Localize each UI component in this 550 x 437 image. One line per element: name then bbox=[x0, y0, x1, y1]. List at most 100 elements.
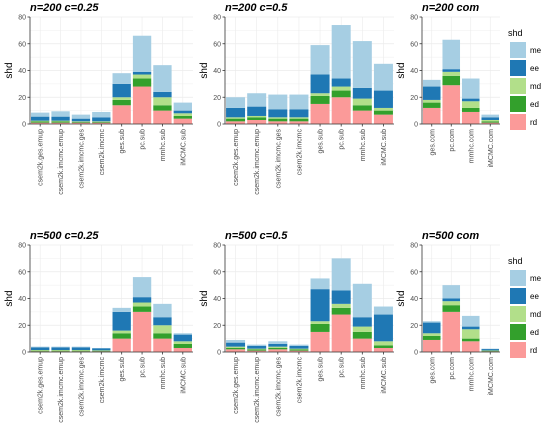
y-tick-label: 0 bbox=[22, 122, 26, 129]
bar-ee bbox=[92, 117, 110, 121]
bar-md bbox=[332, 304, 351, 308]
bar-rd bbox=[332, 315, 351, 352]
bar-md bbox=[226, 347, 245, 348]
bar-rd bbox=[226, 349, 245, 352]
bar-md bbox=[174, 341, 192, 344]
legend-swatch-me bbox=[510, 42, 526, 58]
x-tick-label: pc.sub bbox=[140, 129, 147, 150]
bar-md bbox=[174, 113, 192, 116]
panel-title: n=200 c=0.5 bbox=[225, 2, 288, 14]
bar-md bbox=[311, 93, 330, 96]
x-tick-label: csem2k.imcmc bbox=[99, 129, 106, 176]
bar-rd bbox=[268, 349, 287, 352]
bar-ed bbox=[113, 333, 131, 338]
bar-ee bbox=[133, 297, 151, 302]
x-tick-label: csem2k.ges.emup bbox=[233, 129, 240, 186]
bar-ee bbox=[374, 315, 393, 342]
x-tick-label: iMCMC.sub bbox=[381, 357, 388, 394]
legend-title: shd bbox=[508, 256, 523, 266]
bar-ed bbox=[31, 351, 49, 352]
x-tick-label: mmhc.com bbox=[468, 357, 475, 391]
legend-swatch-rd bbox=[510, 114, 526, 130]
bar-ee bbox=[51, 347, 69, 350]
y-tick-label: 40 bbox=[410, 68, 418, 75]
y-tick-label: 20 bbox=[213, 323, 221, 330]
bar-ee bbox=[268, 344, 287, 347]
y-tick-label: 80 bbox=[18, 15, 26, 22]
y-tick-label: 40 bbox=[18, 68, 26, 75]
bar-ee bbox=[72, 347, 90, 350]
bar-ee bbox=[442, 69, 460, 72]
x-tick-label: ges.sub bbox=[318, 357, 325, 382]
bar-rd bbox=[289, 121, 308, 124]
bar-ed bbox=[31, 121, 49, 122]
bar-rd bbox=[226, 121, 245, 124]
x-tick-label: pc.com bbox=[449, 129, 456, 152]
bar-ee bbox=[268, 109, 287, 117]
bar-ee bbox=[289, 109, 308, 117]
bar-ee bbox=[174, 111, 192, 114]
legend-swatch-ee bbox=[510, 60, 526, 76]
y-axis-label: shd bbox=[199, 290, 210, 306]
y-tick-label: 80 bbox=[213, 243, 221, 250]
legend-swatch-rd bbox=[510, 342, 526, 358]
legend-title: shd bbox=[508, 28, 523, 38]
bar-md bbox=[133, 75, 151, 79]
x-tick-label: pc.sub bbox=[140, 357, 147, 378]
y-axis-label: shd bbox=[396, 290, 407, 306]
bar-rd bbox=[353, 111, 372, 124]
legend-swatch-md bbox=[510, 306, 526, 322]
bar-md bbox=[153, 325, 171, 333]
y-tick-label: 0 bbox=[217, 350, 221, 357]
bar-ed bbox=[113, 100, 131, 105]
bar-me bbox=[289, 95, 308, 110]
bar-md bbox=[268, 117, 287, 118]
bar-md bbox=[153, 97, 171, 105]
bar-ed bbox=[226, 348, 245, 349]
bar-ee bbox=[31, 117, 49, 121]
bar-ee bbox=[153, 317, 171, 325]
x-tick-label: ges.sub bbox=[119, 129, 126, 154]
x-tick-label: ges.sub bbox=[119, 357, 126, 382]
bar-md bbox=[226, 117, 245, 118]
bar-ed bbox=[423, 336, 441, 340]
y-tick-label: 20 bbox=[213, 95, 221, 102]
legend-label-ed: ed bbox=[530, 100, 539, 109]
bar-md bbox=[133, 303, 151, 307]
bar-ee bbox=[92, 348, 110, 350]
x-tick-label: mmhc.sub bbox=[360, 129, 367, 161]
bar-md bbox=[353, 99, 372, 106]
y-tick-label: 20 bbox=[18, 95, 26, 102]
bar-ee bbox=[462, 99, 480, 102]
y-tick-label: 60 bbox=[410, 269, 418, 276]
y-tick-label: 80 bbox=[213, 15, 221, 22]
x-tick-label: pc.sub bbox=[339, 357, 346, 378]
bar-ed bbox=[153, 333, 171, 338]
legend-swatch-me bbox=[510, 270, 526, 286]
bar-me bbox=[332, 25, 351, 79]
legend-swatch-md bbox=[510, 78, 526, 94]
x-tick-label: csem2k.imcmc.emup bbox=[254, 357, 261, 423]
bar-rd bbox=[374, 348, 393, 352]
bar-rd bbox=[374, 115, 393, 124]
bar-me bbox=[72, 115, 90, 119]
bar-md bbox=[462, 329, 480, 338]
bar-ed bbox=[374, 345, 393, 348]
bar-me bbox=[268, 341, 287, 344]
bar-me bbox=[353, 284, 372, 317]
bar-md bbox=[481, 120, 499, 121]
bar-ee bbox=[31, 347, 49, 350]
bar-ed bbox=[481, 121, 499, 122]
bar-ee bbox=[51, 117, 69, 121]
bar-rd bbox=[113, 105, 131, 124]
bar-rd bbox=[442, 312, 460, 352]
legend-label-me: me bbox=[530, 46, 542, 55]
bar-me bbox=[442, 285, 460, 298]
bar-rd bbox=[311, 104, 330, 124]
bar-ed bbox=[72, 122, 90, 123]
x-tick-label: mmhc.sub bbox=[360, 357, 367, 389]
x-tick-label: csem2k.imcmc.ges bbox=[78, 357, 85, 417]
bar-rd bbox=[247, 120, 266, 124]
